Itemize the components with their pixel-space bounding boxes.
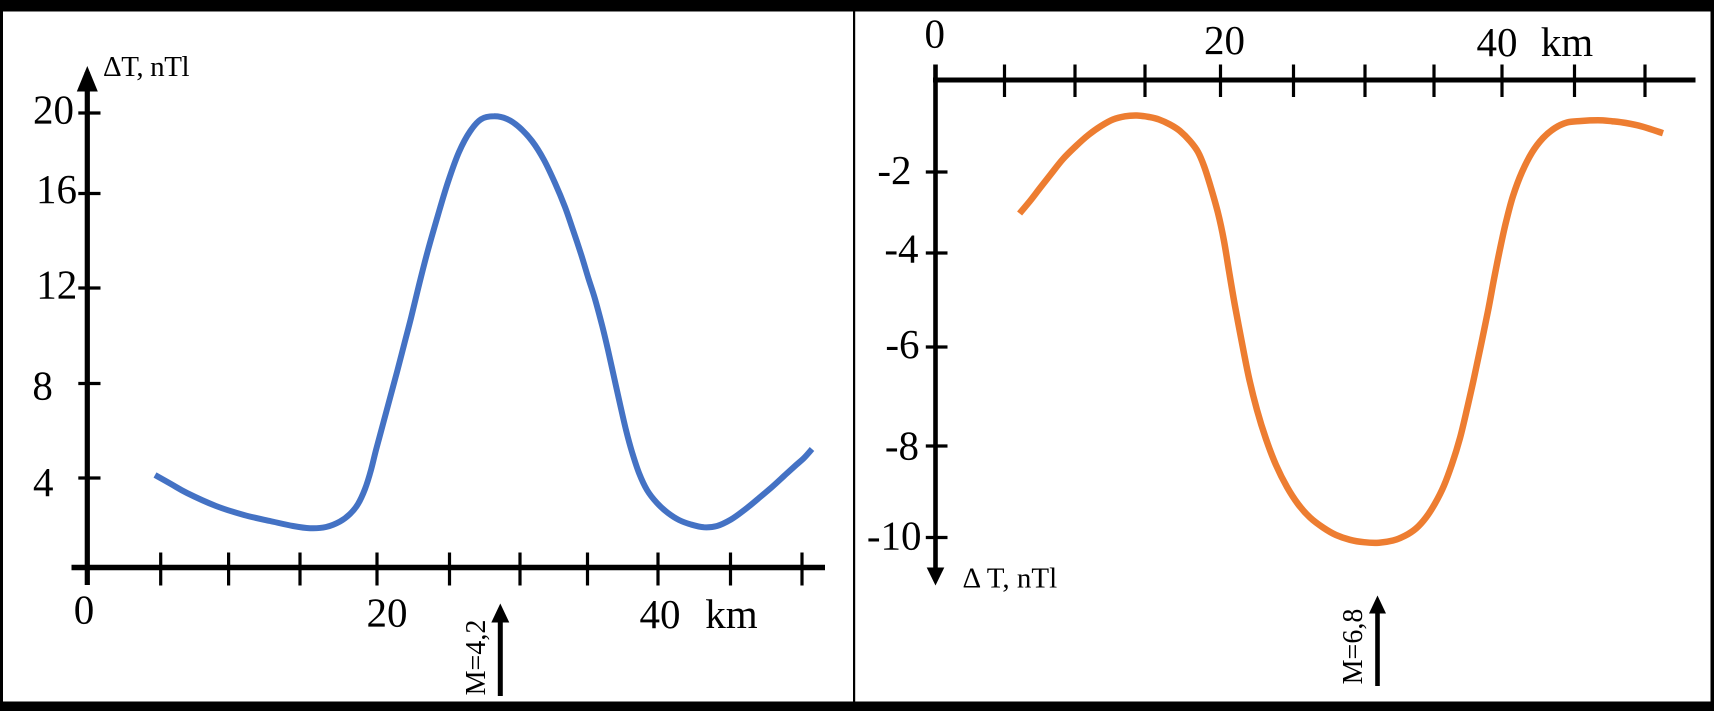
svg-text:-2: -2 bbox=[877, 147, 911, 193]
svg-text:8: 8 bbox=[32, 363, 53, 409]
svg-text:Δ T, nTl: Δ T, nTl bbox=[963, 563, 1058, 595]
svg-text:ΔT, nTl: ΔT, nTl bbox=[103, 51, 190, 83]
svg-text:0: 0 bbox=[74, 587, 95, 633]
svg-text:12: 12 bbox=[36, 262, 77, 308]
svg-text:M=4,2: M=4,2 bbox=[461, 620, 492, 696]
svg-text:40: 40 bbox=[1477, 19, 1518, 65]
svg-text:20: 20 bbox=[367, 590, 408, 636]
svg-text:-4: -4 bbox=[884, 226, 918, 272]
svg-text:-10: -10 bbox=[867, 513, 922, 559]
svg-text:-6: -6 bbox=[885, 321, 919, 367]
svg-text:-8: -8 bbox=[885, 423, 919, 469]
svg-text:M=6,8: M=6,8 bbox=[1338, 609, 1369, 685]
svg-text:16: 16 bbox=[36, 166, 77, 212]
svg-text:km: km bbox=[1541, 19, 1594, 65]
svg-text:0: 0 bbox=[925, 11, 946, 57]
svg-text:20: 20 bbox=[1204, 17, 1245, 63]
svg-text:20: 20 bbox=[33, 87, 74, 133]
svg-text:km: km bbox=[705, 591, 758, 637]
svg-text:4: 4 bbox=[33, 459, 54, 505]
svg-text:40: 40 bbox=[640, 591, 681, 637]
